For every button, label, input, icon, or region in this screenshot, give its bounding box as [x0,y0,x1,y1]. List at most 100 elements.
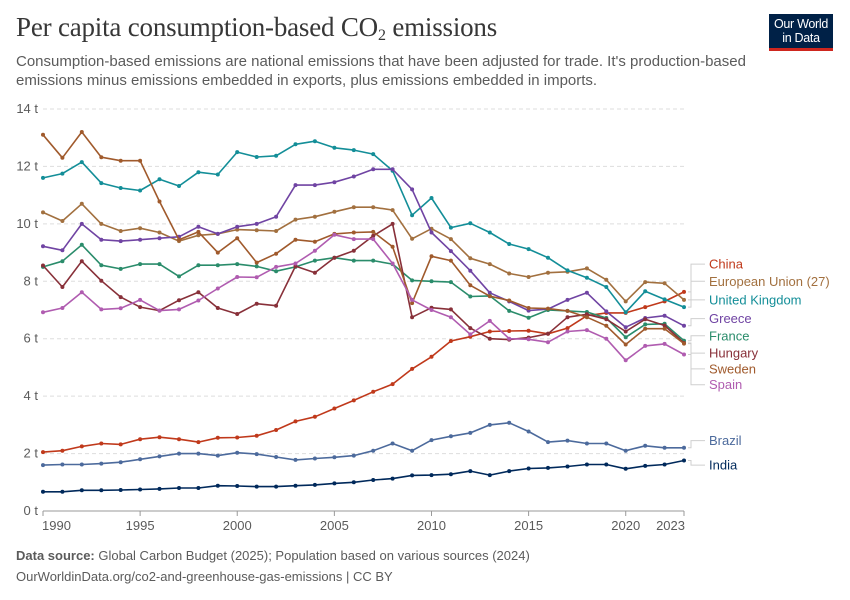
data-point [468,430,473,435]
series-line [42,291,685,453]
data-point [662,326,667,331]
data-point [196,170,201,175]
data-point [507,298,512,303]
data-point [254,228,259,233]
data-point [332,481,337,486]
data-point [254,260,259,265]
data-point [312,482,317,487]
data-point [526,306,531,310]
data-point [410,187,415,192]
data-point [196,290,201,295]
data-point [196,298,201,303]
data-point [79,201,84,206]
data-point [526,275,531,279]
legend-label: European Union (27) [709,274,830,289]
data-point [487,318,492,323]
data-point [351,230,356,235]
x-tick-label: 1990 [42,518,71,533]
data-point [196,486,201,490]
data-point [79,221,84,226]
y-tick-label: 2 t [24,446,39,461]
data-point [390,476,395,481]
data-point [254,155,259,159]
data-point [623,325,628,330]
data-point [60,248,65,253]
data-point [682,305,686,310]
data-point [526,429,531,434]
line-chart: 0 t 2 t 4 t 6 t 8 t 10 t 12 t 14 t 1990 1995 2000… [16,101,830,533]
data-point [448,237,453,242]
data-point [390,382,395,387]
data-point [643,305,648,310]
data-point [410,366,415,371]
data-point [448,307,453,312]
data-point [118,239,123,244]
data-point [662,281,667,286]
data-point [487,473,492,478]
y-tick-label: 14 t [16,101,38,116]
data-point [235,236,240,241]
data-point [312,139,317,144]
data-point [371,205,376,210]
data-point [215,483,220,488]
data-point [79,242,84,247]
series-line [42,203,685,303]
data-point [507,271,512,276]
data-source: Data source: Global Carbon Budget (2025)… [16,548,530,563]
data-point [662,445,667,450]
data-point [682,458,686,463]
data-point [79,488,84,493]
legend-connector [688,440,705,449]
data-point [138,262,143,267]
y-tick-label: 8 t [24,273,39,288]
data-point [390,261,395,266]
data-point [565,464,570,469]
data-point [584,275,589,280]
source-text: Global Carbon Budget (2025); Population … [94,548,530,563]
data-point [332,455,337,460]
series-spain [41,232,686,363]
chart-title: Per capita consumption-based CO2 emissio… [16,12,497,44]
data-point [138,305,143,310]
data-point [235,227,240,232]
data-point [371,233,376,238]
data-point [157,454,162,459]
data-point [604,336,609,341]
data-point [99,441,104,446]
logo-line-2: in Data [782,31,820,45]
data-point [448,315,453,320]
data-point [332,145,337,150]
data-point [371,448,376,453]
data-point [662,341,667,346]
x-tick-label: 2000 [223,518,252,533]
data-point [623,335,628,340]
data-point [41,310,45,315]
data-point [235,450,240,455]
data-point [118,229,123,233]
data-point [254,301,259,306]
data-point [682,352,686,357]
data-point [235,435,240,440]
owid-logo[interactable]: Our World in Data [769,14,833,51]
data-point [371,237,376,242]
series-united-kingdom [41,139,686,315]
series-line [43,459,685,493]
data-point [332,209,337,214]
title-subscript: 2 [377,27,386,44]
data-point [584,328,589,333]
data-point [79,259,84,264]
x-axis: 1990 1995 2000 2005 2010 2015 2020 2023 [42,510,685,533]
data-point [507,242,512,246]
data-point [215,306,220,310]
data-point [332,232,337,237]
legend-connector [688,335,705,342]
source-url[interactable]: OurWorldinData.org/co2-and-greenhouse-ga… [16,569,393,584]
data-point [662,297,667,302]
data-point [254,484,259,489]
data-point [351,480,356,485]
data-point [215,250,220,255]
data-point [60,448,65,453]
data-point [546,306,550,311]
data-point [138,487,143,492]
source-label: Data source: [16,548,95,563]
